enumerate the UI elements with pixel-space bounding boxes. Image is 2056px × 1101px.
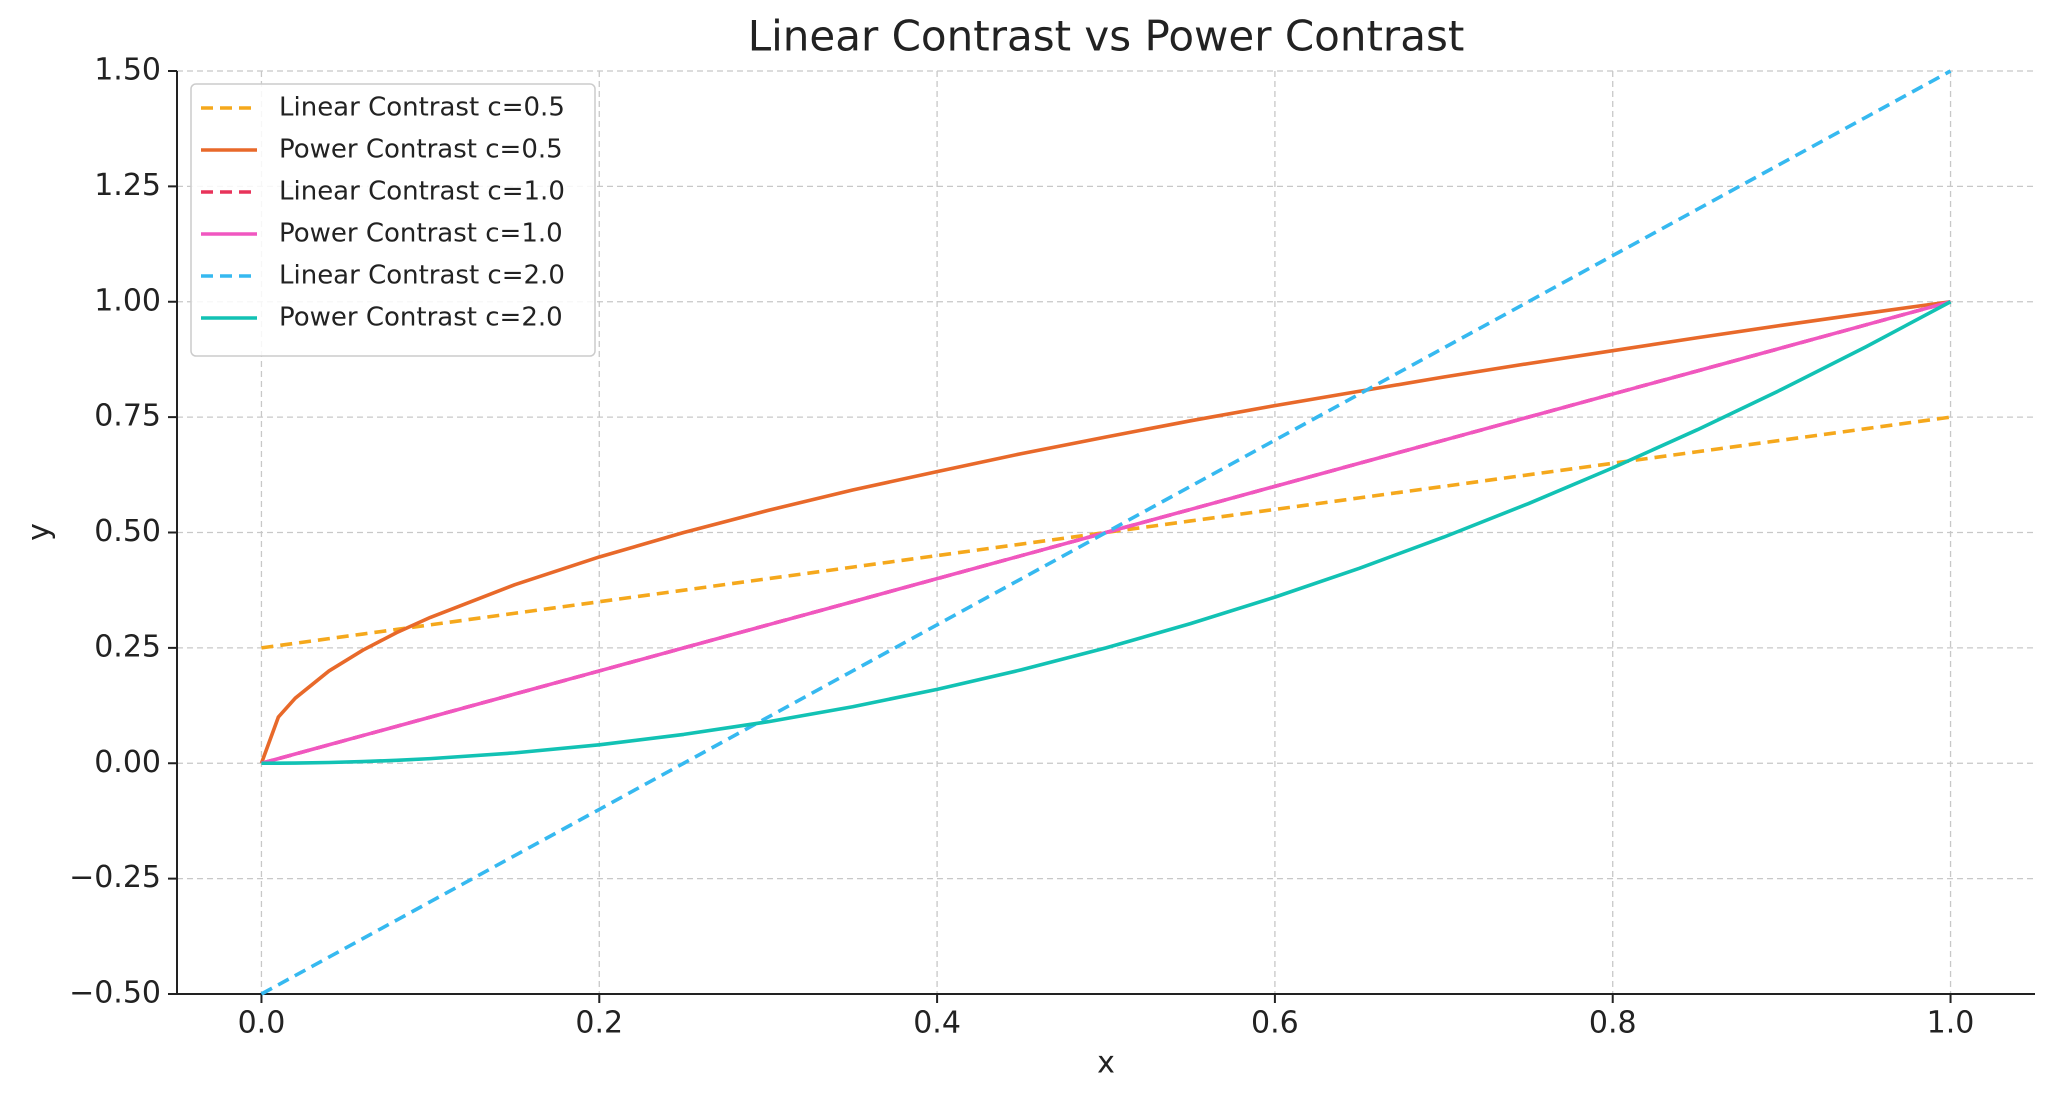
x-tick-label: 0.6 bbox=[1251, 1006, 1299, 1041]
y-tick-label: 0.75 bbox=[94, 399, 161, 434]
legend-label: Power Contrast c=2.0 bbox=[279, 303, 563, 333]
y-tick-label: 0.50 bbox=[94, 514, 161, 549]
series-line bbox=[259, 299, 1951, 764]
y-tick-label: −0.25 bbox=[69, 860, 161, 895]
y-tick-label: 0.00 bbox=[94, 745, 161, 780]
y-tick-label: 1.25 bbox=[94, 168, 161, 203]
series-line bbox=[261, 415, 1951, 650]
legend: Linear Contrast c=0.5 Power Contrast c=0.… bbox=[190, 83, 596, 357]
legend-label: Linear Contrast c=0.5 bbox=[279, 93, 565, 123]
y-tick-label: 0.25 bbox=[94, 629, 161, 664]
legend-box bbox=[190, 83, 596, 357]
x-tick-label: 0.0 bbox=[238, 1006, 286, 1041]
series-line bbox=[260, 69, 1952, 996]
legend-label: Power Contrast c=1.0 bbox=[279, 219, 563, 249]
x-tick-label: 0.8 bbox=[1589, 1006, 1637, 1041]
x-axis-label: x bbox=[1097, 1046, 1115, 1081]
y-tick-label: −0.50 bbox=[69, 976, 161, 1011]
x-tick-label: 0.2 bbox=[575, 1006, 623, 1041]
legend-label: Linear Contrast c=2.0 bbox=[279, 261, 565, 291]
y-tick-label: 1.50 bbox=[94, 53, 161, 88]
y-tick-label: 1.00 bbox=[94, 283, 161, 318]
y-axis-label: y bbox=[22, 523, 57, 541]
chart-title: Linear Contrast vs Power Contrast bbox=[748, 12, 1465, 61]
legend-label: Power Contrast c=0.5 bbox=[279, 135, 563, 165]
series-line bbox=[260, 300, 1952, 765]
legend-label: Linear Contrast c=1.0 bbox=[279, 177, 565, 207]
x-tick-label: 0.4 bbox=[913, 1006, 961, 1041]
x-tick-label: 1.0 bbox=[1927, 1006, 1975, 1041]
series-line bbox=[261, 300, 1952, 766]
